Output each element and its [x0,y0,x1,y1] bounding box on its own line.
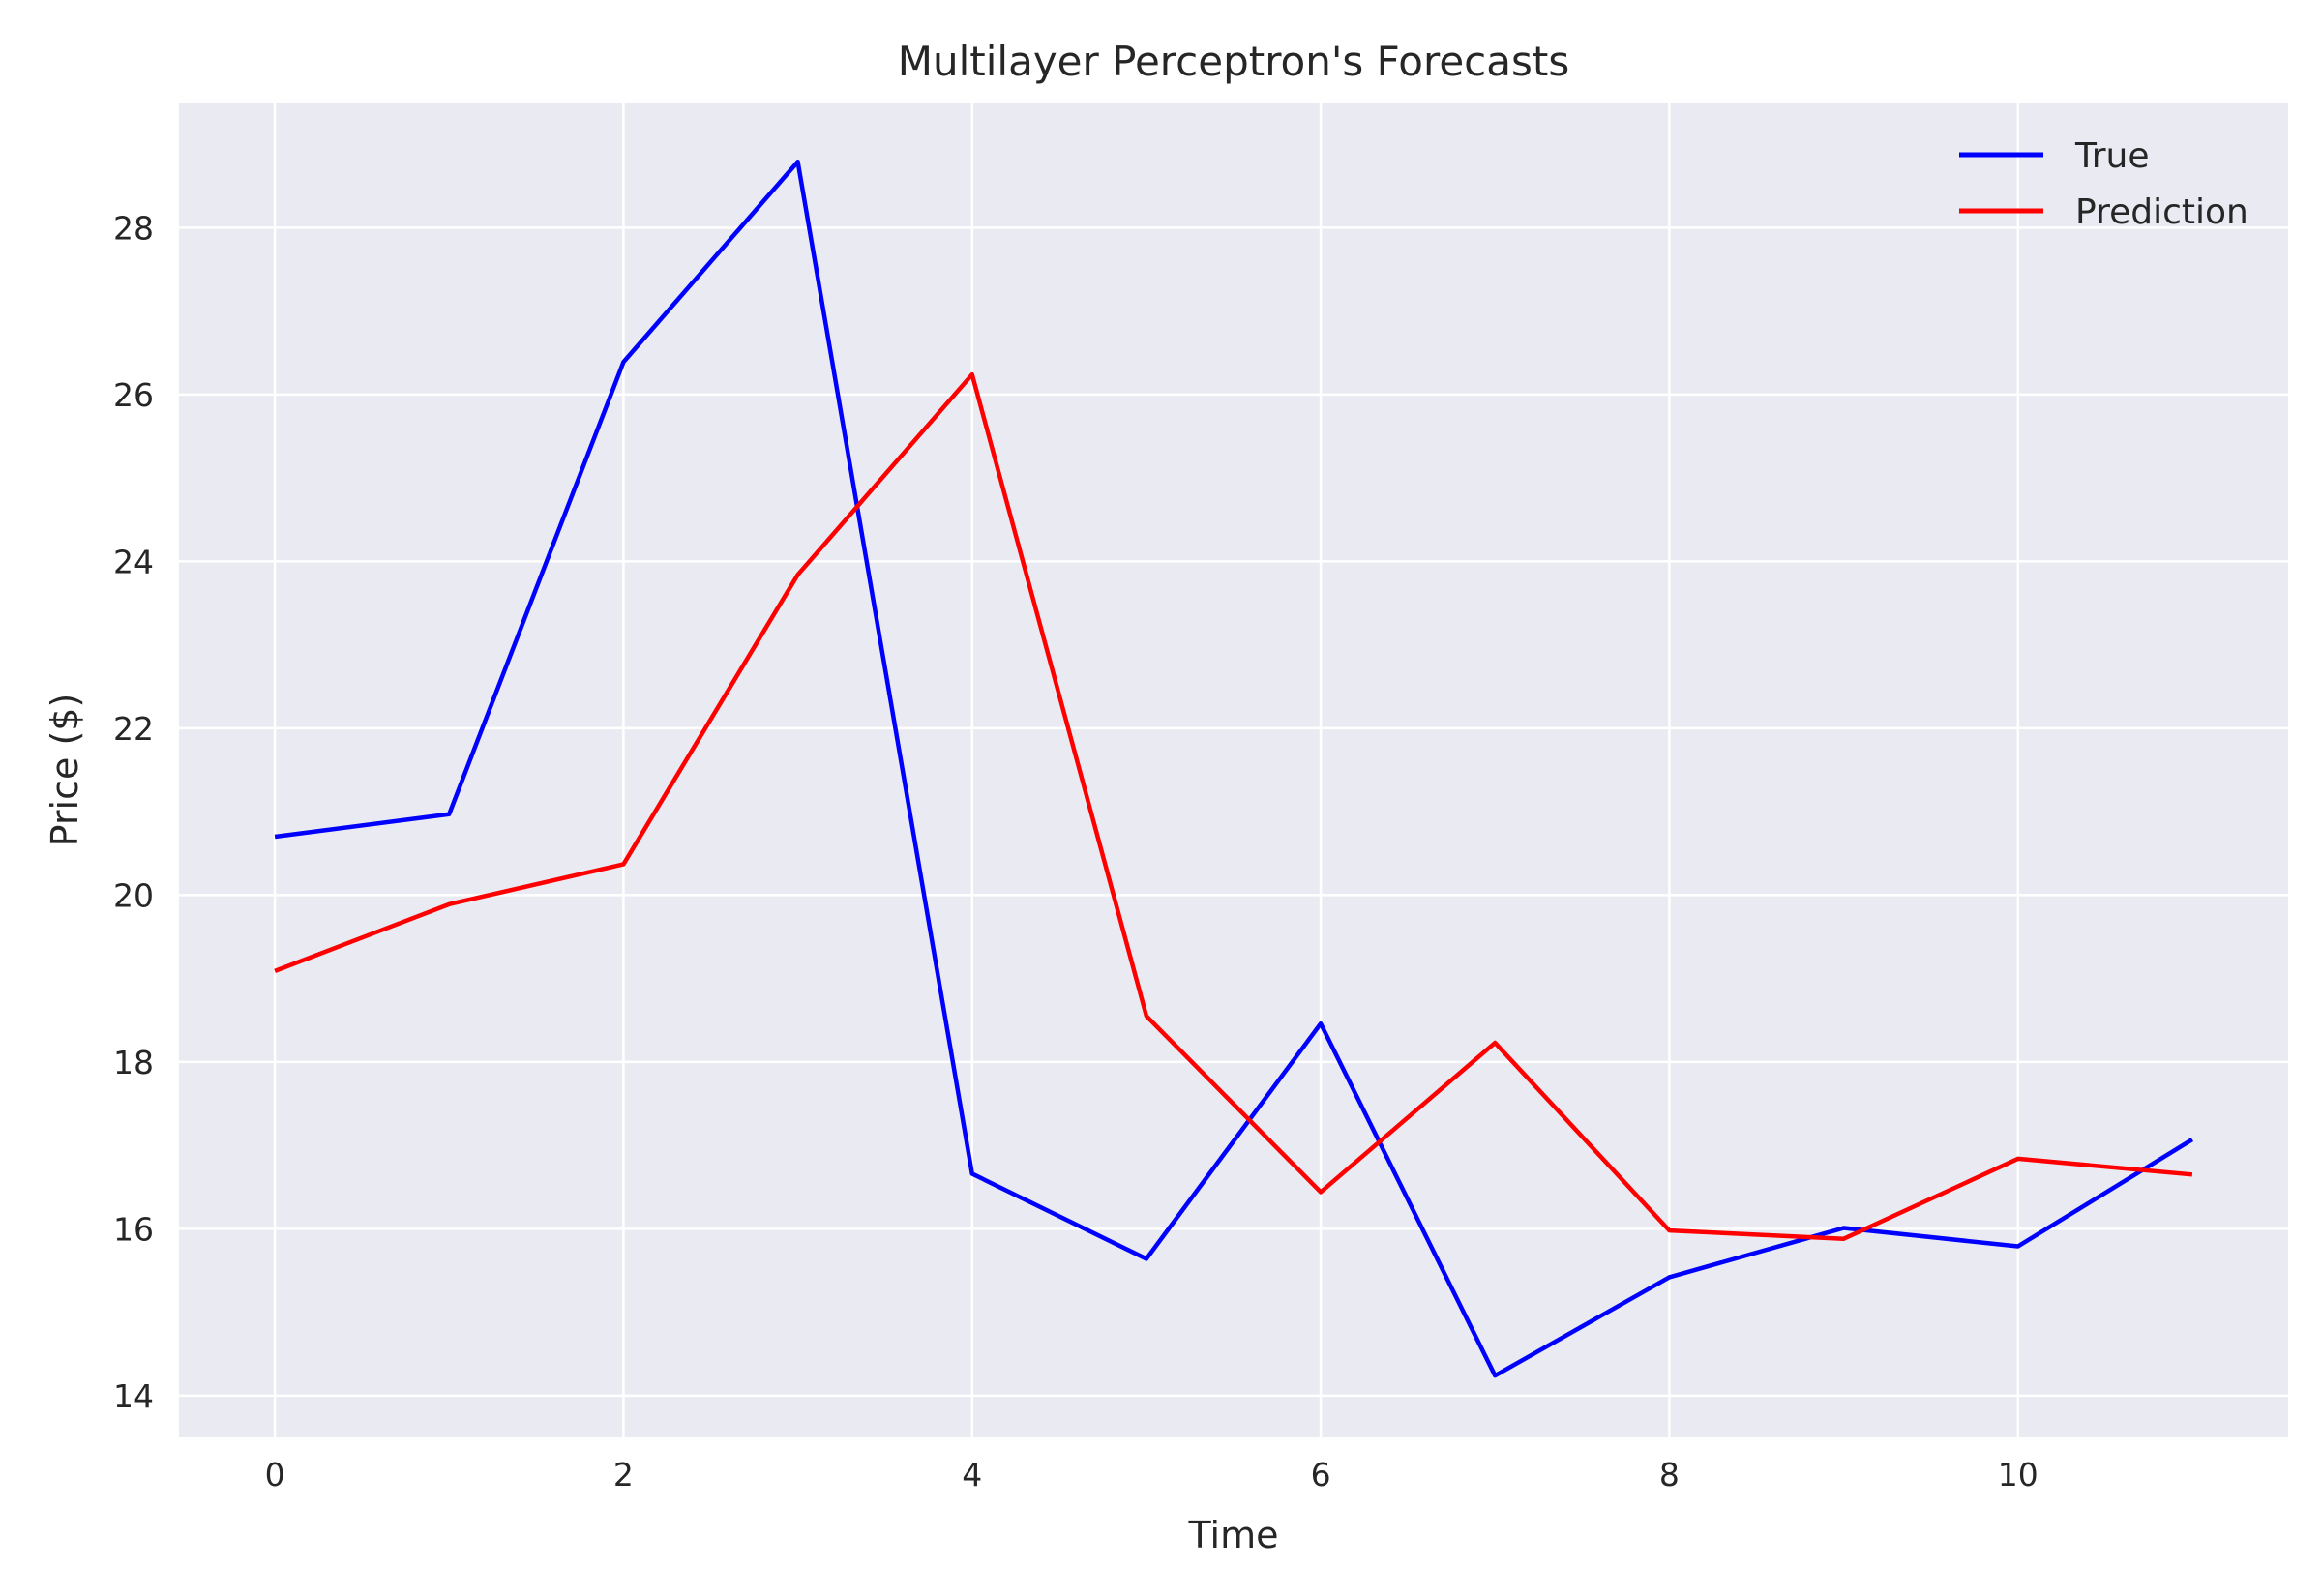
plot-background [179,103,2288,1437]
legend-label-prediction: Prediction [2075,192,2248,232]
series-line-true [274,159,2194,1378]
legend: True Prediction [1959,136,2248,232]
series-line-prediction [274,371,2193,1241]
grid-lines [179,103,2288,1437]
y-axis-label: Price ($) [44,694,86,847]
y-tick-label: 28 [113,209,154,247]
x-tick-label: 8 [1659,1456,1680,1493]
series-lines [274,159,2194,1378]
x-tick-label: 10 [1998,1456,2039,1493]
legend-label-true: True [2074,136,2149,176]
y-tick-label: 22 [113,710,154,748]
y-tick-label: 20 [113,876,154,914]
y-tick-label: 26 [113,376,154,414]
y-tick-label: 24 [113,543,154,580]
chart-title: Multilayer Perceptron's Forecasts [898,38,1570,85]
x-tick-label: 2 [613,1456,634,1493]
x-axis-label: Time [1188,1514,1279,1556]
y-tick-label: 16 [113,1210,154,1248]
y-tick-label: 18 [113,1044,154,1081]
x-tick-label: 4 [962,1456,982,1493]
y-tick-label: 14 [113,1377,154,1415]
x-tick-label: 0 [265,1456,285,1493]
x-tick-label: 6 [1311,1456,1331,1493]
